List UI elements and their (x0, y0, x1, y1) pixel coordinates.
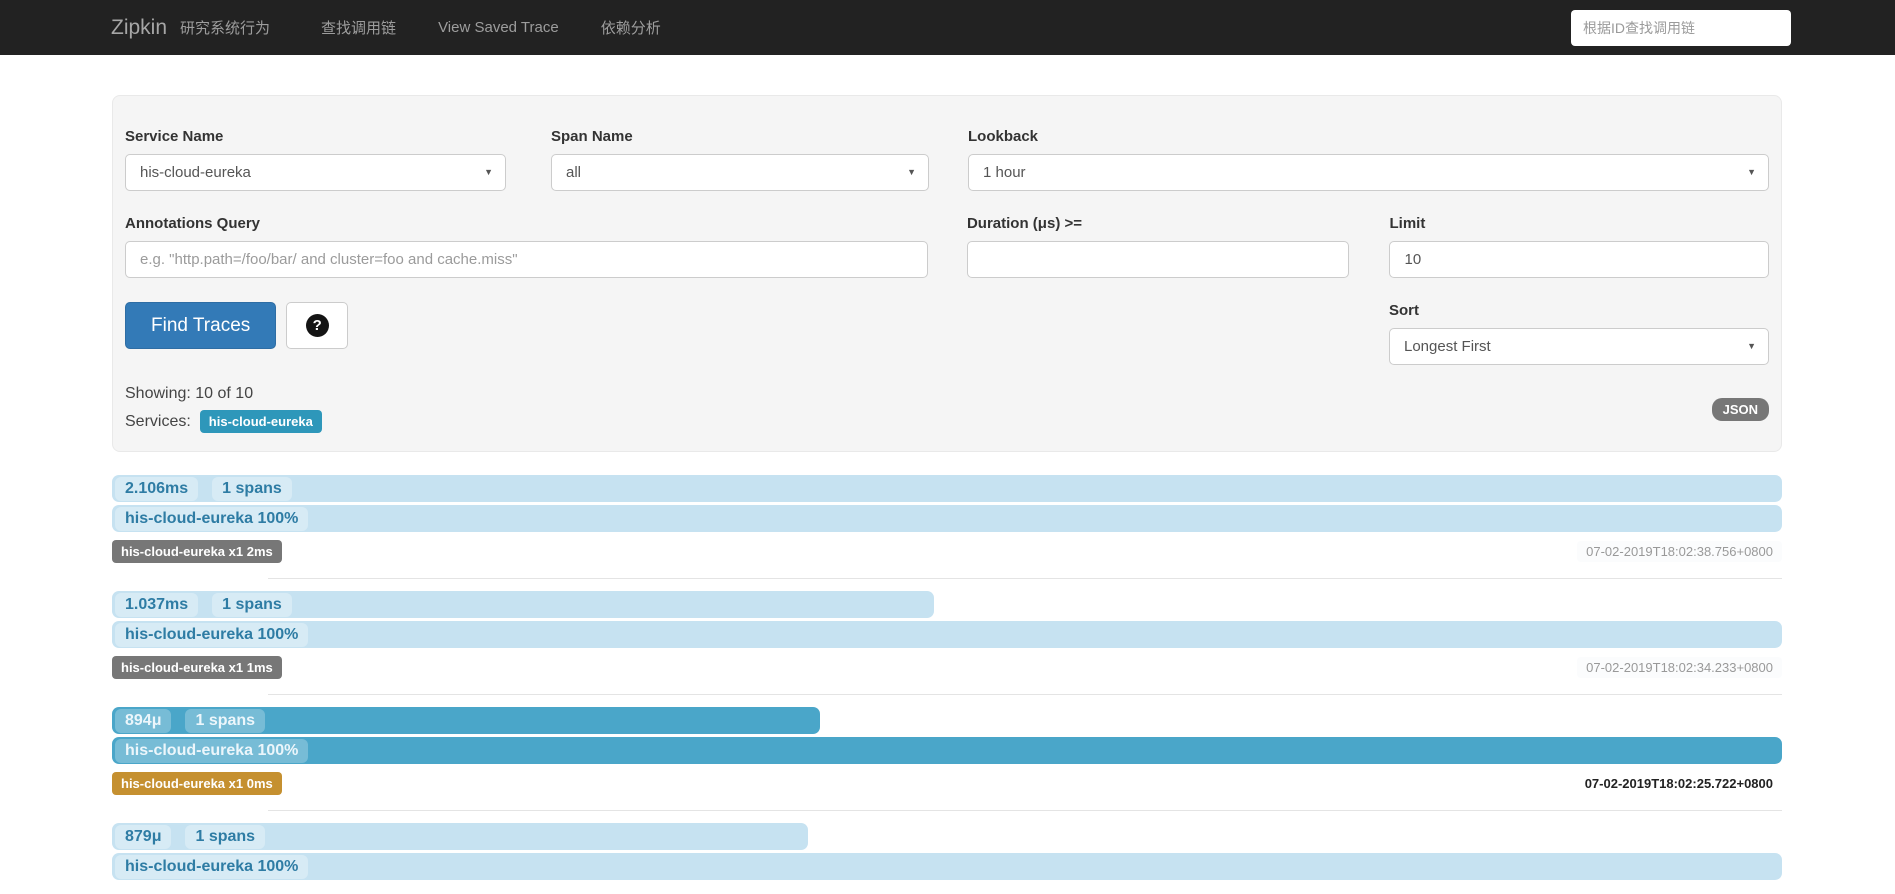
trace-service-bar: his-cloud-eureka 100% (112, 737, 1782, 764)
chevron-down-icon: ▼ (484, 167, 493, 177)
row-divider (268, 578, 1782, 579)
trace-service-bar: his-cloud-eureka 100% (112, 505, 1782, 532)
chevron-down-icon: ▼ (907, 167, 916, 177)
trace-duration: 2.106ms (115, 476, 199, 501)
showing-count: Showing: 10 of 10 (125, 385, 254, 402)
nav-item-investigate[interactable]: 研究系统行为 (180, 20, 271, 37)
trace-service-percent: his-cloud-eureka 100% (115, 738, 309, 763)
row-divider (268, 694, 1782, 695)
trace-id-search-input[interactable] (1571, 9, 1791, 46)
trace-duration-bar: 1.037ms 1 spans (112, 591, 934, 618)
row-divider (268, 810, 1782, 811)
trace-row[interactable]: 879μ 1 spans his-cloud-eureka 100% (112, 823, 1782, 880)
trace-duration: 879μ (115, 824, 172, 849)
trace-duration-bar: 2.106ms 1 spans (112, 475, 1782, 502)
trace-row-highlighted[interactable]: 894μ 1 spans his-cloud-eureka 100% his-c… (112, 707, 1782, 796)
nav-item-dependencies[interactable]: 依赖分析 (600, 20, 661, 37)
service-duration-badge: his-cloud-eureka x1 0ms (112, 771, 282, 795)
trace-list: 2.106ms 1 spans his-cloud-eureka 100% hi… (112, 475, 1782, 880)
lookback-value: 1 hour (983, 164, 1026, 181)
trace-row[interactable]: 1.037ms 1 spans his-cloud-eureka 100% hi… (112, 591, 1782, 680)
service-name-value: his-cloud-eureka (140, 164, 251, 181)
service-name-select[interactable]: his-cloud-eureka ▼ (125, 154, 506, 191)
brand-zipkin[interactable]: Zipkin (111, 15, 168, 39)
nav-item-find-traces[interactable]: 查找调用链 (321, 20, 397, 37)
services-label: Services: (125, 412, 191, 430)
nav-item-view-saved-trace[interactable]: View Saved Trace (438, 19, 559, 36)
span-name-value: all (566, 164, 582, 181)
duration-input[interactable] (966, 241, 1350, 278)
limit-input[interactable] (1389, 241, 1769, 278)
service-badge: his-cloud-eureka (199, 410, 322, 433)
limit-label: Limit (1389, 215, 1426, 232)
chevron-down-icon: ▼ (1747, 341, 1756, 351)
trace-row[interactable]: 2.106ms 1 spans his-cloud-eureka 100% hi… (112, 475, 1782, 564)
span-name-select[interactable]: all ▼ (551, 154, 929, 191)
trace-service-percent: his-cloud-eureka 100% (115, 506, 309, 531)
chevron-down-icon: ▼ (1747, 167, 1756, 177)
trace-service-percent: his-cloud-eureka 100% (115, 622, 309, 647)
navbar: Zipkin 研究系统行为 查找调用链 View Saved Trace 依赖分… (0, 0, 1895, 55)
actions-left: Find Traces? (125, 302, 349, 349)
lookback-label: Lookback (968, 128, 1039, 145)
trace-span-count: 1 spans (185, 708, 266, 733)
trace-duration: 894μ (115, 708, 172, 733)
trace-span-count: 1 spans (212, 476, 292, 501)
lookback-select[interactable]: 1 hour ▼ (968, 154, 1769, 191)
trace-service-percent: his-cloud-eureka 100% (115, 854, 309, 879)
sort-label: Sort (1389, 302, 1419, 319)
trace-timestamp: 07-02-2019T18:02:25.722+0800 (1575, 772, 1782, 794)
search-panel: Service Name his-cloud-eureka ▼ Span Nam… (112, 95, 1782, 452)
sort-value: Longest First (1404, 338, 1491, 355)
trace-duration-bar: 894μ 1 spans (112, 707, 821, 734)
trace-duration-bar: 879μ 1 spans (112, 823, 809, 850)
annotations-query-label: Annotations Query (125, 215, 261, 232)
results-summary: Showing: 10 of 10 Services: his-cloud-eu… (125, 385, 322, 433)
trace-service-bar: his-cloud-eureka 100% (112, 621, 1782, 648)
service-duration-badge: his-cloud-eureka x1 1ms (112, 655, 282, 679)
trace-timestamp: 07-02-2019T18:02:34.233+0800 (1577, 656, 1782, 678)
find-traces-button[interactable]: Find Traces (125, 302, 277, 349)
trace-duration: 1.037ms (115, 592, 199, 617)
span-name-label: Span Name (551, 128, 633, 145)
trace-span-count: 1 spans (185, 824, 266, 849)
service-name-label: Service Name (125, 128, 224, 145)
trace-span-count: 1 spans (212, 592, 292, 617)
annotations-query-input[interactable] (125, 241, 928, 278)
trace-service-bar: his-cloud-eureka 100% (112, 853, 1782, 880)
question-circle-icon: ? (305, 314, 329, 337)
json-button[interactable]: JSON (1711, 397, 1769, 421)
trace-timestamp: 07-02-2019T18:02:38.756+0800 (1577, 540, 1782, 562)
help-button[interactable]: ? (286, 302, 349, 349)
service-duration-badge: his-cloud-eureka x1 2ms (112, 539, 282, 563)
duration-label: Duration (μs) >= (966, 215, 1082, 232)
sort-select[interactable]: Longest First ▼ (1389, 328, 1769, 365)
